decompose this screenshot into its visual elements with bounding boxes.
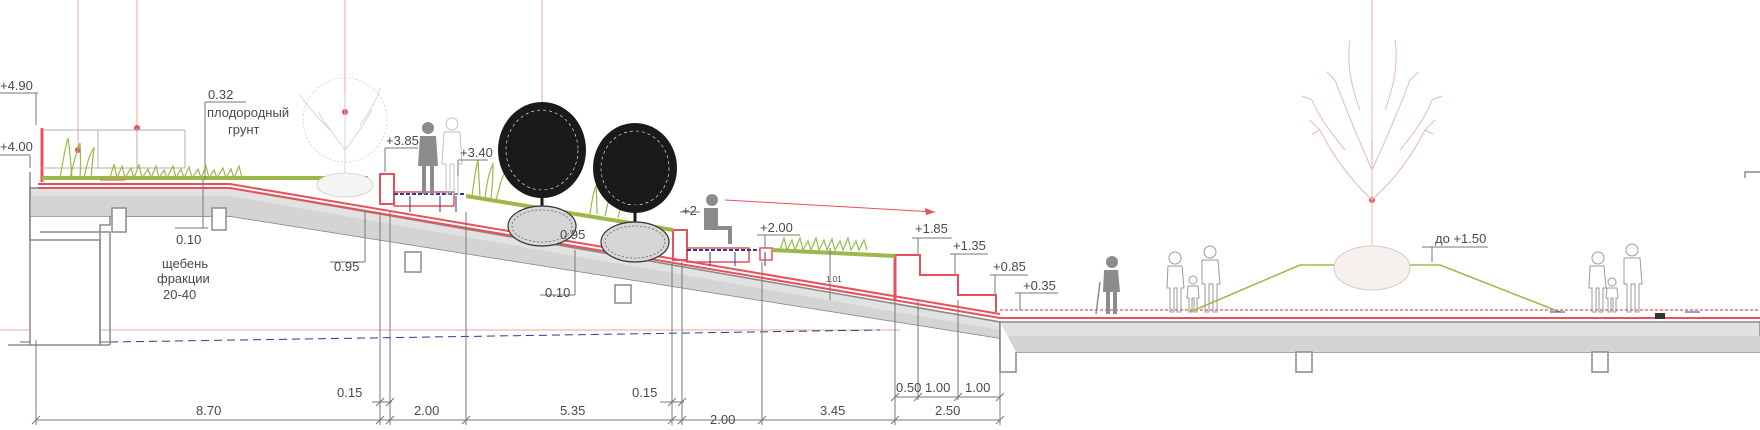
level-490: +4.90: [0, 78, 33, 93]
person-standing-light: [441, 117, 463, 195]
soil-line-2: грунт: [228, 122, 260, 137]
people-group-2: [1588, 243, 1643, 313]
person-sitting: [704, 194, 732, 244]
level-035: +0.35: [1023, 278, 1056, 293]
person-elderly: [1095, 256, 1120, 315]
level-135: +1.35: [953, 238, 986, 253]
people-group-1: [1166, 245, 1221, 313]
wall-thickness: 0.95: [334, 259, 359, 274]
gravel-line-1: щебень: [162, 256, 208, 271]
dim-050: 0.50: [896, 380, 921, 395]
soil-line-1: плодородный: [207, 105, 289, 120]
ground-lines: [0, 329, 900, 346]
slope-value: 1.01: [826, 275, 842, 284]
person-standing-dark: [418, 122, 438, 194]
dim-535: 5.35: [560, 403, 585, 418]
dim-345: 3.45: [820, 403, 845, 418]
level-markers: [0, 92, 1488, 310]
slope-arrow: [724, 199, 936, 215]
dim-250: 2.50: [935, 403, 960, 418]
callout-labels: 0.32 плодородный грунт 0.10 щебень фракц…: [157, 87, 842, 302]
dimension-labels: 8.70 0.15 2.00 5.35 0.15 2.00 3.45 0.50 …: [196, 380, 990, 427]
tree-dark-2: [593, 123, 677, 263]
level-085: +0.85: [993, 259, 1026, 274]
misc-markers: [1550, 311, 1700, 319]
dim-100b: 1.00: [965, 380, 990, 395]
dim-100a: 1.00: [925, 380, 950, 395]
tree-light-upper: [299, 77, 388, 198]
level-200: +2.00: [760, 220, 793, 235]
tree-light-lower: [1301, 39, 1443, 291]
dim-015b: 0.15: [632, 385, 657, 400]
level-385: +3.85: [386, 133, 419, 148]
dim-200b: 2.00: [710, 412, 735, 427]
slab-thickness: 0.10: [545, 285, 570, 300]
gravel-line-3: 20-40: [163, 287, 196, 302]
level-labels: +4.90 +4.00 +3.85 +3.40 +2 +2.00 +1.85 +…: [0, 78, 1486, 293]
level-2x: +2: [682, 203, 697, 218]
tree-dark-1: [498, 102, 586, 247]
dimension-lines: [31, 212, 1005, 425]
soil-thickness: 0.32: [208, 87, 233, 102]
dim-200a: 2.00: [414, 403, 439, 418]
level-150: до +1.50: [1435, 231, 1486, 246]
dim-015a: 0.15: [337, 385, 362, 400]
dim-870: 8.70: [196, 403, 221, 418]
level-185: +1.85: [915, 221, 948, 236]
level-400: +4.00: [0, 139, 33, 154]
gravel-line-2: фракции: [157, 271, 210, 286]
planter-thickness: 0.95: [560, 227, 585, 242]
bench-lower: [672, 229, 773, 266]
callout-leaders: [175, 101, 831, 300]
gravel-thickness: 0.10: [176, 232, 201, 247]
level-340: +3.40: [460, 145, 493, 160]
